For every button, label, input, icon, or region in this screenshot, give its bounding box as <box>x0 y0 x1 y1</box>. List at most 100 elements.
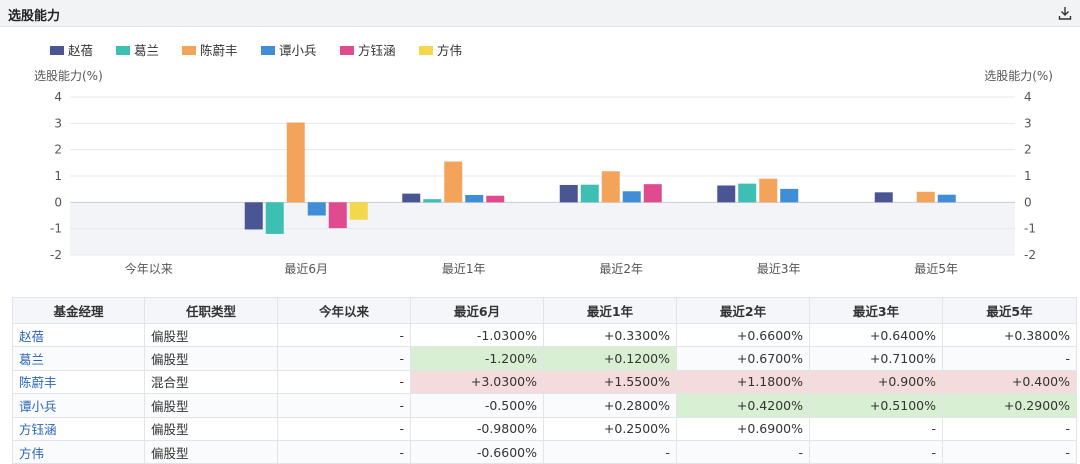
bar <box>643 184 662 203</box>
bar <box>559 184 578 203</box>
manager-table: 基金经理 任职类型 今年以来 最近6月 最近1年 最近2年 最近3年 最近5年 赵蓓 偏股型 - -… <box>12 297 1077 464</box>
legend-swatch <box>50 46 64 55</box>
value-cell: - <box>543 439 677 464</box>
y-tick-left: 0 <box>54 195 62 209</box>
panel-title: 选股能力 <box>8 9 61 24</box>
manager-name-link[interactable]: 陈蔚丰 <box>12 369 145 395</box>
value-cell: +0.2500% <box>543 416 677 441</box>
value-cell: +0.1200% <box>543 346 677 371</box>
column-header[interactable]: 最近6月 <box>410 297 544 324</box>
bar <box>486 195 505 203</box>
value-cell: -0.500% <box>410 393 544 418</box>
table-row: 葛兰 偏股型 - -1.200% +0.1200% +0.6700% +0.7100% - <box>12 346 1077 371</box>
y-tick-right: -1 <box>1024 222 1036 236</box>
value-cell: - <box>277 439 411 464</box>
table-row: 方钰涵 偏股型 - -0.9800% +0.2500% +0.6900% - - <box>12 416 1077 441</box>
role-type-cell: 偏股型 <box>144 416 278 441</box>
manager-name-link[interactable]: 葛兰 <box>12 346 145 371</box>
value-cell: - <box>277 393 411 418</box>
value-cell: +0.5100% <box>809 393 943 418</box>
y-tick-left: 1 <box>54 169 62 183</box>
role-type-cell: 偏股型 <box>144 439 278 464</box>
bar <box>402 193 421 203</box>
bar <box>717 185 736 203</box>
column-header[interactable]: 最近3年 <box>809 297 943 324</box>
value-cell: - <box>277 346 411 371</box>
y-tick-right: 2 <box>1024 143 1032 157</box>
x-tick-label: 今年以来 <box>125 261 173 276</box>
value-cell: - <box>277 369 411 395</box>
manager-name-link[interactable]: 谭小兵 <box>12 393 145 418</box>
bar <box>423 199 442 203</box>
bar <box>759 178 778 203</box>
column-header[interactable]: 最近2年 <box>676 297 810 324</box>
legend-label: 陈蔚丰 <box>200 43 238 58</box>
legend-label: 方钰涵 <box>358 43 396 58</box>
manager-name-link[interactable]: 方钰涵 <box>12 416 145 441</box>
value-cell: +0.2800% <box>543 393 677 418</box>
value-cell: +1.5500% <box>543 369 677 395</box>
bar <box>286 122 305 203</box>
column-header[interactable]: 基金经理 <box>12 297 145 324</box>
bar <box>738 183 757 203</box>
manager-name-link[interactable]: 赵蓓 <box>12 322 145 348</box>
legend-swatch <box>261 46 275 55</box>
bar <box>780 188 799 203</box>
value-cell: +0.3300% <box>543 322 677 348</box>
bar <box>465 194 484 203</box>
y-tick-right: 3 <box>1024 116 1032 130</box>
column-header[interactable]: 最近5年 <box>942 297 1077 324</box>
y-tick-left: 3 <box>54 116 62 130</box>
role-type-cell: 偏股型 <box>144 346 278 371</box>
bar <box>444 161 463 203</box>
role-type-cell: 偏股型 <box>144 322 278 348</box>
x-tick-label: 最近3年 <box>757 262 801 276</box>
bar <box>244 202 263 230</box>
role-type-cell: 偏股型 <box>144 393 278 418</box>
legend-label: 赵蓓 <box>68 43 93 58</box>
y-tick-left: -2 <box>50 248 62 262</box>
bar <box>349 202 368 220</box>
value-cell: - <box>942 439 1077 464</box>
panel-header: 选股能力 <box>0 0 1080 27</box>
column-header[interactable]: 今年以来 <box>277 297 411 324</box>
value-cell: +0.2900% <box>942 393 1077 418</box>
value-cell: +0.6900% <box>676 416 810 441</box>
legend-label: 谭小兵 <box>279 43 317 58</box>
stock-picking-chart: -2 -2 -1 -1 0 0 1 1 2 2 3 3 4 4 选股能力(%) 选股能力(%) 赵蓓 葛兰 陈蔚丰 谭… <box>34 43 1053 276</box>
legend-swatch <box>182 46 196 55</box>
bar <box>580 184 599 203</box>
legend-label: 方伟 <box>437 43 462 58</box>
value-cell: - <box>809 439 943 464</box>
bar <box>307 202 326 216</box>
legend-label: 葛兰 <box>134 43 159 58</box>
x-tick-label: 最近1年 <box>442 262 486 276</box>
y-axis-label-right: 选股能力(%) <box>984 69 1053 83</box>
y-tick-right: -2 <box>1024 248 1036 262</box>
table-header-row: 基金经理 任职类型 今年以来 最近6月 最近1年 最近2年 最近3年 最近5年 <box>12 297 1077 324</box>
x-tick-label: 最近6月 <box>284 262 328 276</box>
y-tick-right: 0 <box>1024 195 1032 209</box>
bar <box>874 192 893 203</box>
manager-name-link[interactable]: 方伟 <box>12 439 145 464</box>
value-cell: - <box>676 439 810 464</box>
y-tick-left: 2 <box>54 143 62 157</box>
value-cell: - <box>942 346 1077 371</box>
y-axis-label-left: 选股能力(%) <box>34 69 103 83</box>
bar <box>937 194 956 203</box>
y-tick-left: 4 <box>54 90 62 104</box>
table-row: 方伟 偏股型 - -0.6600% - - - - <box>12 439 1077 464</box>
table-row: 陈蔚丰 混合型 - +3.0300% +1.5500% +1.1800% +0.900% +0… <box>12 369 1077 395</box>
column-header[interactable]: 最近1年 <box>543 297 677 324</box>
value-cell: +0.6700% <box>676 346 810 371</box>
value-cell: +0.7100% <box>809 346 943 371</box>
y-tick-right: 4 <box>1024 90 1032 104</box>
download-icon[interactable] <box>1058 5 1072 21</box>
value-cell: +0.400% <box>942 369 1077 395</box>
column-header[interactable]: 任职类型 <box>144 297 278 324</box>
value-cell: +0.900% <box>809 369 943 395</box>
table-row: 赵蓓 偏股型 - -1.0300% +0.3300% +0.6600% +0.6400% +0… <box>12 322 1077 348</box>
value-cell: +0.6600% <box>676 322 810 348</box>
value-cell: - <box>942 416 1077 441</box>
y-tick-left: -1 <box>50 222 62 236</box>
